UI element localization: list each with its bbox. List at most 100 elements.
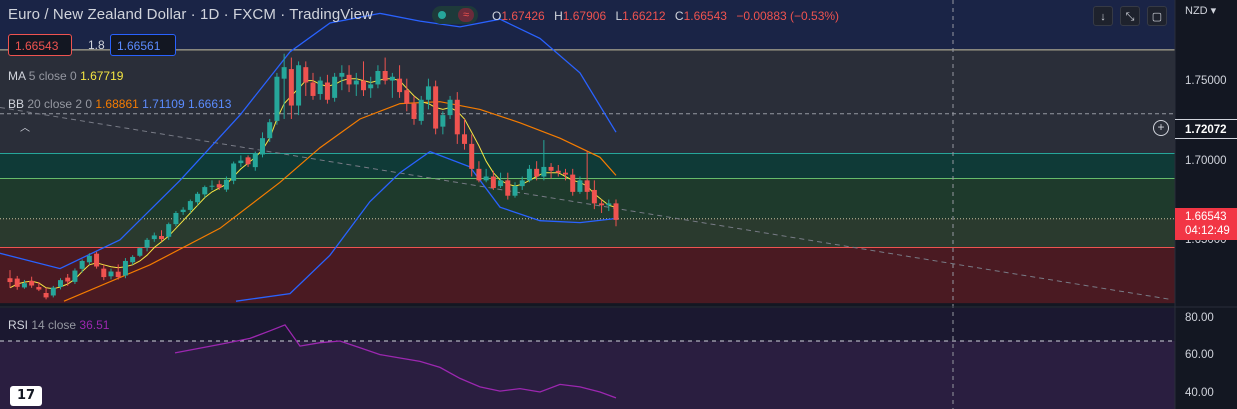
candle-body: [483, 176, 489, 181]
currency-selector[interactable]: NZD ▾: [1185, 4, 1216, 17]
ma-legend[interactable]: MA 5 close 0 1.67719: [8, 69, 123, 83]
candle-body: [570, 174, 576, 192]
candle-body: [404, 90, 410, 104]
candle-body: [231, 163, 237, 181]
price-zone: [0, 218, 1175, 248]
candle-body: [397, 78, 403, 93]
candle-body: [310, 82, 316, 96]
candle-body: [599, 203, 605, 206]
spread-value: 1.8: [88, 38, 105, 52]
candle-body: [563, 172, 568, 175]
crosshair-price-label: 1.72072: [1175, 119, 1237, 139]
bb-upper-band: [0, 12, 617, 270]
price-zone: [0, 247, 1175, 304]
candle-body: [173, 212, 179, 225]
candle-body: [130, 256, 136, 263]
add-alert-plus-icon[interactable]: +: [1153, 120, 1169, 136]
candle-body: [151, 235, 157, 240]
open-value: 1.67426: [501, 9, 545, 23]
bb-legend[interactable]: BB 20 close 2 0 1.68861 1.71109 1.66613: [8, 97, 231, 111]
candle-body: [238, 160, 244, 164]
scroll-down-button[interactable]: ↓: [1093, 6, 1113, 26]
candle-body: [7, 278, 13, 283]
candle-body: [534, 168, 540, 177]
chart-title: Euro / New Zealand Dollar · 1D · FXCM · …: [8, 6, 373, 23]
low-value: 1.66212: [622, 9, 666, 23]
candle-body: [389, 76, 395, 81]
tradingview-logo-icon[interactable]: 17: [10, 386, 42, 406]
candle-body: [584, 180, 590, 192]
arrow-down-icon: ↓: [1100, 11, 1106, 23]
upper-zone: [0, 0, 1175, 50]
candle-body: [375, 70, 381, 85]
candle-body: [36, 287, 42, 290]
market-status-icon[interactable]: ≈: [432, 6, 478, 24]
candle-body: [288, 69, 294, 106]
candle-body: [353, 80, 359, 85]
candle-body: [296, 65, 302, 106]
candle-body: [260, 138, 265, 155]
candle-body: [21, 283, 27, 288]
candle-body: [79, 260, 85, 269]
candle-body: [476, 168, 482, 181]
candle-body: [454, 99, 460, 135]
candle-body: [108, 271, 114, 277]
rsi-legend[interactable]: RSI 14 close 36.51: [8, 318, 109, 332]
currency-label: NZD: [1185, 5, 1208, 17]
high-label: H: [554, 9, 563, 23]
candle-body: [606, 203, 612, 206]
candle-body: [252, 153, 258, 168]
candle-body: [274, 76, 280, 121]
open-label: O: [492, 9, 502, 23]
candle-body: [555, 170, 561, 173]
candle-body: [223, 179, 229, 190]
candle-body: [526, 168, 532, 181]
rsi-tick-label: 60.00: [1185, 349, 1214, 361]
change-value: −0.00883 (−0.53%): [736, 9, 840, 23]
ma-name: MA: [8, 69, 26, 83]
sell-button[interactable]: 1.66543: [8, 34, 72, 56]
expand-icon: ⤡: [1125, 11, 1135, 23]
candle-body: [94, 253, 100, 267]
rsi-tick-label: 80.00: [1185, 312, 1214, 324]
candle-body: [281, 67, 287, 79]
market-open-dot-icon: [438, 11, 446, 19]
price-tick-label: 1.75000: [1185, 75, 1227, 87]
bb-lower-band: [235, 150, 617, 302]
rsi-pane: [0, 308, 1175, 409]
candle-body: [447, 99, 453, 116]
rsi-value: 36.51: [79, 318, 110, 332]
candle-body: [591, 189, 597, 204]
current-price-value: 1.66543: [1185, 211, 1227, 223]
horizontal-lines: [0, 49, 1175, 300]
candle-body: [86, 255, 92, 263]
collapse-legend-button[interactable]: ︿: [12, 120, 38, 138]
fullscreen-button[interactable]: ▢: [1147, 6, 1167, 26]
candle-body: [267, 122, 273, 139]
candle-body: [209, 185, 215, 187]
bar-countdown: 04:12:49: [1185, 225, 1230, 237]
candle-body: [382, 70, 388, 81]
candle-body: [505, 180, 511, 196]
candle-body: [361, 80, 366, 91]
expand-button[interactable]: ⤡: [1120, 6, 1140, 26]
candle-body: [433, 86, 439, 129]
candle-body: [512, 186, 518, 196]
candle-body: [144, 239, 150, 248]
candle-body: [498, 180, 504, 187]
candle-body: [440, 115, 446, 127]
close-label: C: [674, 9, 684, 23]
candle-body: [159, 236, 164, 240]
candle-body: [216, 184, 222, 188]
candle-body: [541, 166, 547, 177]
wave-icon: ≈: [458, 8, 474, 22]
fullscreen-icon: ▢: [1151, 11, 1163, 23]
bb-basis-line: [63, 101, 617, 302]
candle-body: [577, 180, 583, 192]
candle-body: [317, 80, 323, 95]
buy-button[interactable]: 1.66561: [110, 34, 176, 56]
rsi-band-fill: [0, 341, 1175, 409]
candle-body: [115, 271, 121, 278]
bb-basis-value: 1.68861: [95, 97, 139, 111]
